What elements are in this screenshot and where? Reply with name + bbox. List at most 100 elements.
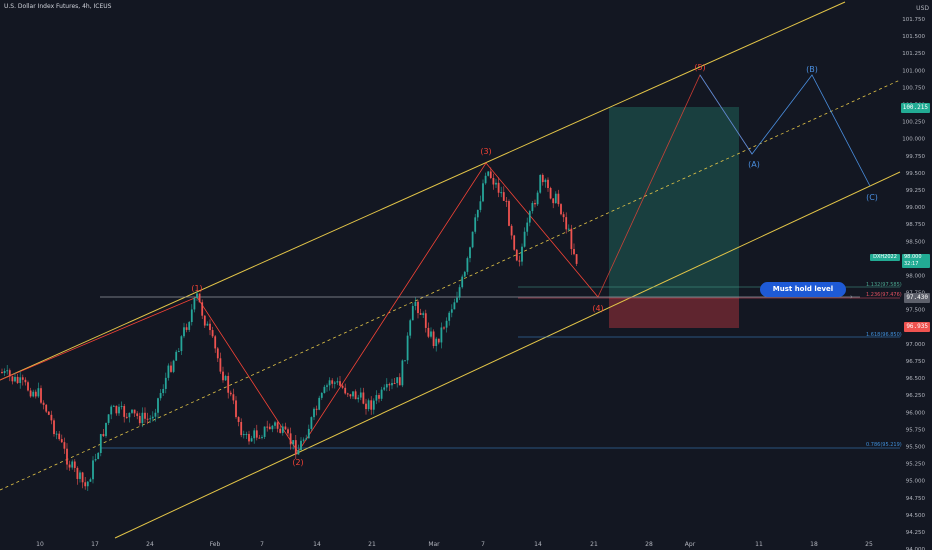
candle-body bbox=[123, 406, 126, 417]
candle-body bbox=[393, 383, 396, 385]
price-axis-label: 96.750 bbox=[906, 359, 926, 365]
candle-body bbox=[333, 382, 336, 384]
candle-body bbox=[487, 171, 490, 176]
candle-body bbox=[216, 348, 219, 359]
candle-body bbox=[201, 302, 204, 316]
candle-body bbox=[508, 201, 510, 226]
price-axis-label: 98.750 bbox=[906, 222, 926, 228]
candle-body bbox=[50, 414, 53, 421]
candle-body bbox=[6, 370, 9, 372]
candle-body bbox=[53, 420, 55, 435]
candle-body bbox=[3, 371, 6, 374]
candle-body bbox=[110, 406, 113, 415]
candle-body bbox=[248, 434, 250, 442]
time-axis-label: 21 bbox=[368, 541, 376, 548]
candle-body bbox=[495, 182, 497, 185]
candle-body bbox=[344, 387, 347, 394]
chart-title: U.S. Dollar Index Futures, 4h, ICEUS bbox=[4, 3, 112, 10]
candle-body bbox=[461, 276, 464, 288]
candle-body bbox=[497, 182, 500, 193]
candle-body bbox=[570, 228, 573, 250]
candle-body bbox=[523, 231, 526, 247]
candle-body bbox=[177, 351, 180, 353]
candle-body bbox=[79, 472, 81, 479]
abc-projection-path[interactable] bbox=[699, 74, 871, 187]
price-axis-label: 94.000 bbox=[906, 547, 926, 550]
candle-body bbox=[89, 479, 92, 482]
fib-label-1132: 1.132(97.585) bbox=[866, 282, 902, 288]
candle-body bbox=[37, 388, 40, 397]
candle-body bbox=[287, 429, 289, 434]
candle-body bbox=[385, 384, 388, 388]
candle-body bbox=[8, 370, 11, 377]
candle-body bbox=[357, 397, 360, 400]
price-axis-label: 95.500 bbox=[906, 445, 926, 451]
time-axis[interactable]: 10 17 24 Feb 7 14 21 Mar 7 14 21 28 Apr 11 18 25 bbox=[36, 541, 873, 548]
candle-body bbox=[489, 171, 492, 179]
candle-body bbox=[144, 412, 146, 419]
candle-body bbox=[411, 306, 414, 321]
channel-upper-line[interactable] bbox=[0, 1, 846, 381]
candle-body bbox=[268, 426, 271, 430]
time-axis-label: 18 bbox=[810, 541, 818, 548]
candle-body bbox=[352, 391, 354, 397]
time-axis-label: 17 bbox=[91, 541, 99, 548]
candle-body bbox=[42, 402, 45, 405]
candle-body bbox=[531, 203, 534, 212]
candle-body bbox=[76, 467, 79, 479]
candle-body bbox=[544, 179, 547, 183]
price-axis-label: 99.750 bbox=[906, 154, 926, 160]
price-axis-label: 96.250 bbox=[906, 393, 926, 399]
candle-body bbox=[19, 377, 22, 383]
currency-label: USD bbox=[916, 5, 929, 12]
note-callout[interactable]: Must hold level bbox=[760, 282, 846, 297]
candle-body bbox=[547, 179, 549, 188]
candle-body bbox=[198, 293, 201, 303]
wave-label-5: (5) bbox=[694, 63, 705, 72]
candle-body bbox=[534, 203, 536, 205]
candle-body bbox=[305, 438, 308, 440]
candle-body bbox=[172, 360, 175, 372]
candle-body bbox=[99, 434, 102, 453]
candle-body bbox=[281, 426, 284, 433]
candle-body bbox=[29, 390, 32, 397]
candle-body bbox=[84, 482, 87, 487]
candle-body bbox=[232, 394, 235, 401]
candle-body bbox=[133, 409, 136, 414]
candle-body bbox=[406, 335, 409, 361]
price-axis-label: 96.500 bbox=[906, 376, 926, 382]
candle-body bbox=[276, 422, 279, 429]
candle-body bbox=[300, 440, 302, 451]
candle-body bbox=[443, 327, 445, 329]
candle-body bbox=[159, 393, 162, 399]
candle-body bbox=[141, 412, 144, 424]
time-axis-label: 11 bbox=[755, 541, 763, 548]
candle-body bbox=[32, 391, 35, 397]
stop-zone[interactable] bbox=[609, 298, 739, 328]
price-axis-label: 97.500 bbox=[906, 308, 926, 314]
candle-body bbox=[11, 376, 14, 382]
candle-body bbox=[435, 338, 438, 347]
candle-body bbox=[315, 408, 318, 410]
candle-body bbox=[372, 400, 375, 410]
current-price-tag: DXH2022 98.000 32:17 bbox=[870, 254, 930, 268]
candle-body bbox=[203, 315, 206, 326]
candle-body bbox=[253, 430, 256, 439]
candle-body bbox=[258, 437, 261, 439]
candle-body bbox=[336, 381, 339, 383]
wave-label-b: (B) bbox=[806, 65, 818, 74]
price-axis-label: 100.250 bbox=[902, 120, 925, 126]
time-axis-label: 14 bbox=[313, 541, 321, 548]
candle-body bbox=[180, 336, 183, 352]
candle-body bbox=[245, 434, 248, 436]
candle-body bbox=[575, 254, 578, 264]
candle-body bbox=[125, 416, 128, 418]
candle-body bbox=[518, 260, 521, 262]
candle-body bbox=[94, 459, 97, 461]
candle-body bbox=[370, 400, 373, 410]
candle-body bbox=[458, 287, 461, 298]
candle-body bbox=[105, 422, 107, 437]
profit-zone[interactable] bbox=[609, 107, 739, 298]
channel-lower-line[interactable] bbox=[114, 171, 901, 539]
